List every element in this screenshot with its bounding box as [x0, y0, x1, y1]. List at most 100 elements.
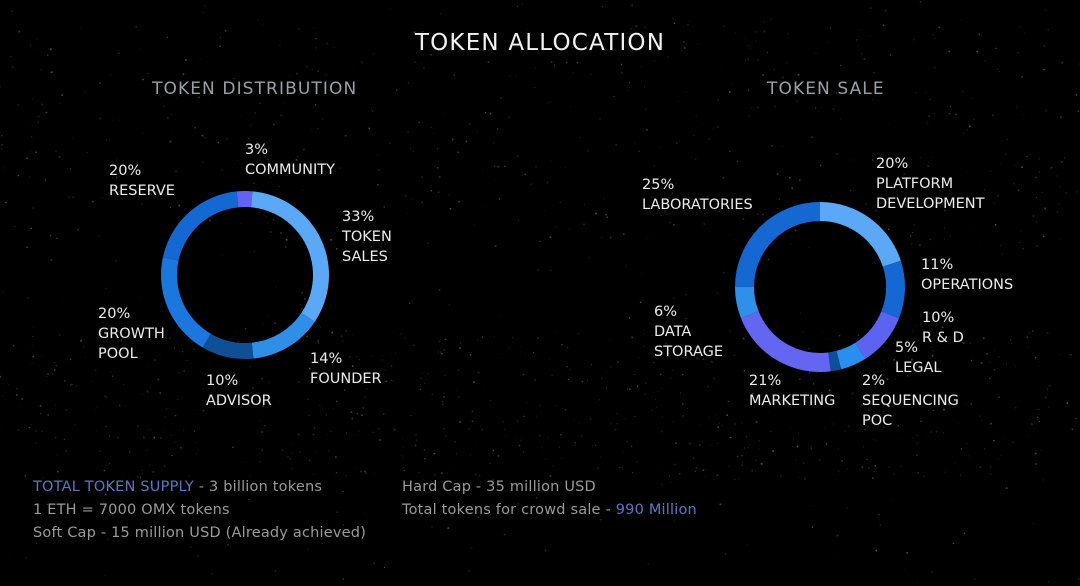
background-dot: [850, 159, 852, 161]
background-dot: [802, 462, 805, 464]
background-dot: [566, 62, 568, 64]
background-dot: [515, 75, 517, 77]
background-dot: [751, 469, 754, 472]
donut-slice: [251, 312, 315, 359]
background-dot: [168, 337, 171, 340]
background-dot: [757, 226, 759, 228]
background-dot: [158, 396, 160, 398]
background-dot: [459, 342, 461, 344]
background-dot: [519, 44, 521, 46]
background-dot: [771, 91, 774, 94]
background-dot: [831, 195, 833, 198]
background-dot: [952, 406, 954, 408]
background-dot: [355, 356, 358, 358]
background-dot: [152, 470, 155, 473]
background-dot: [469, 354, 472, 356]
background-dot: [888, 123, 890, 125]
background-dot: [511, 336, 514, 339]
background-dot: [781, 380, 783, 382]
background-dot: [248, 400, 251, 403]
background-dot: [630, 27, 633, 30]
background-dot: [387, 424, 389, 426]
background-dot: [551, 374, 553, 377]
background-dot: [572, 72, 574, 74]
background-dot: [940, 371, 942, 374]
background-dot: [718, 422, 720, 424]
background-dot: [140, 202, 143, 205]
background-dot: [522, 451, 524, 453]
background-dot: [516, 5, 519, 8]
background-dot: [259, 461, 261, 463]
background-dot: [794, 229, 797, 231]
slice-label: 10% R & D: [922, 310, 964, 346]
background-dot: [601, 377, 603, 380]
background-dot: [317, 341, 320, 344]
background-dot: [869, 35, 871, 37]
background-dot: [806, 83, 809, 85]
background-dot: [800, 312, 802, 314]
background-dot: [729, 436, 732, 439]
background-dot: [830, 345, 832, 348]
background-dot: [457, 151, 460, 154]
background-dot: [412, 149, 415, 152]
background-dot: [50, 368, 52, 370]
background-dot: [874, 465, 877, 467]
slice-label: 20% PLATFORM DEVELOPMENT: [876, 156, 985, 212]
background-dot: [1032, 215, 1035, 217]
background-dot: [118, 317, 120, 320]
background-dot: [422, 478, 424, 480]
background-dot: [927, 334, 929, 336]
background-dot: [484, 111, 487, 114]
background-dot: [221, 388, 223, 390]
background-dot: [731, 84, 733, 86]
background-dot: [672, 421, 674, 423]
background-dot: [496, 128, 499, 130]
background-dot: [584, 203, 586, 205]
background-dot: [1035, 463, 1038, 465]
background-dot: [999, 71, 1001, 73]
background-dot: [741, 455, 743, 457]
background-dot: [675, 442, 677, 444]
background-dot: [864, 419, 866, 421]
background-dot: [900, 190, 903, 193]
background-dot: [652, 362, 655, 364]
background-dot: [708, 345, 711, 348]
background-dot: [1047, 580, 1050, 583]
background-dot: [825, 443, 828, 445]
background-dot: [455, 453, 458, 455]
background-dot: [35, 430, 37, 432]
background-dot: [635, 25, 638, 27]
background-dot: [443, 392, 445, 394]
background-dot: [486, 206, 487, 208]
background-dot: [752, 392, 754, 395]
background-dot: [998, 356, 1000, 358]
background-dot: [217, 141, 220, 144]
background-dot: [571, 47, 574, 49]
background-dot: [869, 7, 872, 10]
background-dot: [669, 222, 671, 224]
background-dot: [815, 52, 817, 54]
background-dot: [781, 145, 783, 147]
background-dot: [105, 287, 107, 289]
background-dot: [56, 237, 58, 240]
background-dot: [799, 378, 801, 381]
background-dot: [523, 415, 525, 418]
background-dot: [418, 121, 420, 123]
donut-slice: [740, 311, 831, 372]
background-dot: [115, 176, 118, 179]
background-dot: [1046, 388, 1049, 390]
background-dot: [328, 450, 330, 452]
donut-slice: [202, 333, 254, 359]
background-dot: [349, 356, 351, 358]
background-dot: [695, 115, 697, 117]
background-dot: [145, 390, 147, 392]
background-dot: [492, 142, 495, 144]
background-dot: [351, 365, 354, 368]
background-dot: [207, 374, 209, 376]
background-dot: [135, 26, 137, 28]
background-dot: [85, 151, 88, 154]
background-dot: [221, 169, 223, 171]
background-dot: [120, 339, 123, 342]
background-dot: [315, 37, 317, 40]
